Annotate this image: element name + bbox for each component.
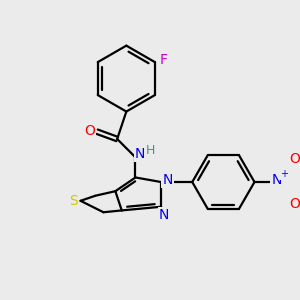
Text: H: H <box>146 144 155 158</box>
Text: N: N <box>159 208 169 222</box>
Text: S: S <box>69 194 78 208</box>
Text: O: O <box>289 197 300 211</box>
Text: F: F <box>160 53 168 67</box>
Text: O: O <box>84 124 95 138</box>
Text: N: N <box>162 173 173 187</box>
Text: O: O <box>289 152 300 166</box>
Text: N: N <box>271 173 282 187</box>
Text: +: + <box>280 169 288 179</box>
Text: N: N <box>135 147 145 161</box>
